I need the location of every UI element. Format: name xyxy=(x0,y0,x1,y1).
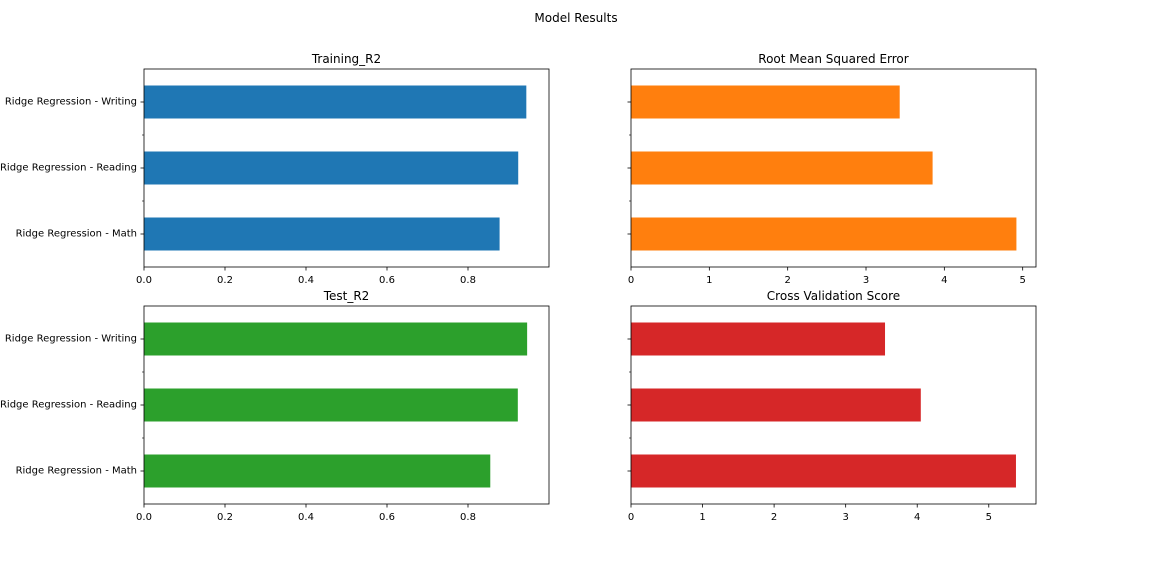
training-r2-panel: Training_R2 Ridge Regression - Math Ridge… xyxy=(0,52,550,286)
training-r2-ytick-label-2: Ridge Regression - Writing xyxy=(5,97,137,108)
training-r2-bar-0 xyxy=(144,217,500,251)
rmse-xtick-label-0: 0 xyxy=(628,275,634,286)
rmse-xtick-label-4: 4 xyxy=(941,275,947,286)
test-r2-xtick-label-3: 0.6 xyxy=(379,512,395,523)
test-r2-xtick-label-0: 0.0 xyxy=(136,512,152,523)
training-r2-xtick-label-0: 0.0 xyxy=(136,275,152,286)
cross-validation-xtick-label-1: 1 xyxy=(699,512,705,523)
rmse-xtick-label-3: 3 xyxy=(863,275,869,286)
test-r2-title: Test_R2 xyxy=(323,289,370,303)
training-r2-xtick-label-4: 0.8 xyxy=(460,275,476,286)
test-r2-bar-0 xyxy=(144,454,491,488)
rmse-panel: Root Mean Squared Error 0 1 2 3 4 5 xyxy=(627,52,1037,286)
test-r2-xtick-label-1: 0.2 xyxy=(217,512,233,523)
test-r2-xtick-label-2: 0.4 xyxy=(298,512,314,523)
rmse-xtick-label-1: 1 xyxy=(706,275,712,286)
training-r2-xtick-label-1: 0.2 xyxy=(217,275,233,286)
cross-validation-xtick-label-2: 2 xyxy=(771,512,777,523)
test-r2-bar-1 xyxy=(144,388,518,422)
cross-validation-title: Cross Validation Score xyxy=(767,289,900,303)
test-r2-xtick-label-4: 0.8 xyxy=(460,512,476,523)
training-r2-ytick-label-1: Ridge Regression - Reading xyxy=(0,163,137,174)
test-r2-ytick-label-1: Ridge Regression - Reading xyxy=(0,400,137,411)
rmse-bar-0 xyxy=(631,217,1017,251)
cross-validation-bar-1 xyxy=(631,388,921,422)
test-r2-ytick-label-2: Ridge Regression - Writing xyxy=(5,334,137,345)
training-r2-xtick-label-2: 0.4 xyxy=(298,275,314,286)
rmse-xtick-label-2: 2 xyxy=(784,275,790,286)
figure-suptitle: Model Results xyxy=(534,11,617,25)
test-r2-panel: Test_R2 Ridge Regression - Math Ridge Reg… xyxy=(0,289,550,523)
test-r2-bar-2 xyxy=(144,322,528,356)
rmse-title: Root Mean Squared Error xyxy=(758,52,909,66)
training-r2-bar-1 xyxy=(144,151,519,185)
training-r2-title: Training_R2 xyxy=(311,52,381,66)
rmse-bar-2 xyxy=(631,85,900,119)
training-r2-ytick-label-0: Ridge Regression - Math xyxy=(16,229,137,240)
cross-validation-xtick-label-5: 5 xyxy=(986,512,992,523)
rmse-bar-1 xyxy=(631,151,933,185)
cross-validation-xtick-label-3: 3 xyxy=(842,512,848,523)
cross-validation-panel: Cross Validation Score 0 1 2 3 4 5 xyxy=(627,289,1037,523)
cross-validation-xtick-label-0: 0 xyxy=(628,512,634,523)
cross-validation-xtick-label-4: 4 xyxy=(914,512,920,523)
cross-validation-bar-0 xyxy=(631,454,1016,488)
training-r2-xtick-label-3: 0.6 xyxy=(379,275,395,286)
training-r2-bar-2 xyxy=(144,85,527,119)
rmse-xtick-label-5: 5 xyxy=(1019,275,1025,286)
cross-validation-bar-2 xyxy=(631,322,886,356)
test-r2-ytick-label-0: Ridge Regression - Math xyxy=(16,466,137,477)
